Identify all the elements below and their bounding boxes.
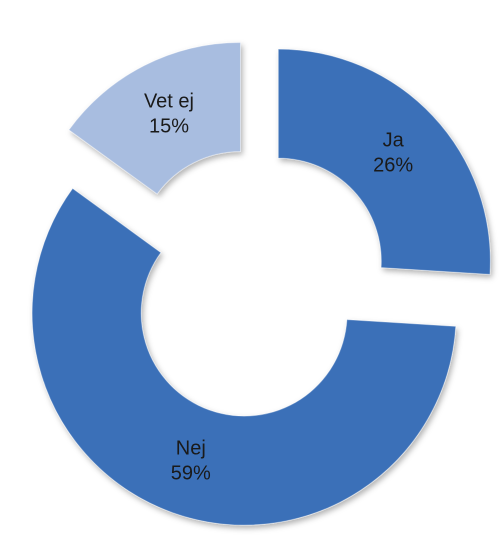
slice-value-label: 15% [149,115,189,137]
slice-value-label: 26% [373,155,413,177]
donut-slice [68,41,241,195]
slice-category-label: Nej [176,438,206,460]
slice-category-label: Ja [383,130,405,152]
donut-slice [31,187,457,526]
slice-value-label: 59% [171,463,211,485]
slice-category-label: Vet ej [144,90,194,112]
donut-slice [277,48,491,275]
